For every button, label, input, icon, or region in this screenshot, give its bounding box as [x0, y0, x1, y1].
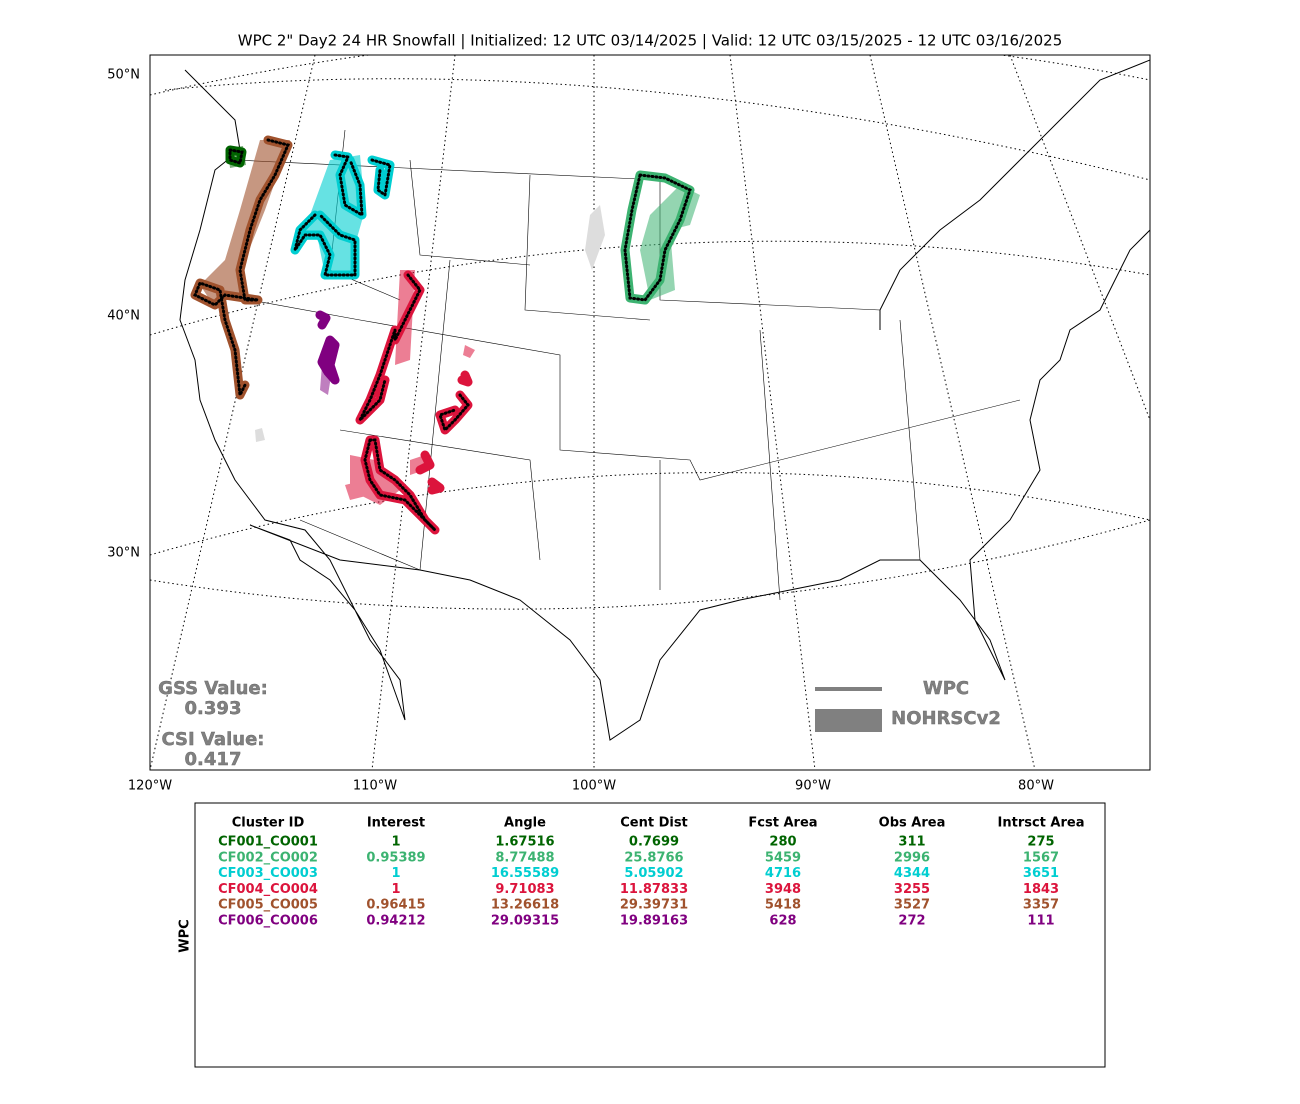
obs-area — [255, 428, 265, 442]
table-header: Cent Dist — [620, 816, 688, 831]
table-header: Angle — [504, 816, 546, 831]
graticule — [150, 519, 1150, 610]
map: 50°N 40°N 30°N 120°W 110°W 100°W 90°W 80°W GSS… — [107, 54, 1151, 794]
table-cell: 275 — [1027, 835, 1054, 850]
table-header: Intrsct Area — [998, 816, 1085, 831]
table-header: Cluster ID — [232, 816, 305, 831]
table-cell: CF006_CO006 — [218, 914, 318, 929]
lat-labels: 50°N 40°N 30°N — [107, 68, 140, 561]
table-cell: 111 — [1027, 914, 1054, 929]
table-cell: 29.39731 — [620, 898, 688, 913]
table-header: Interest — [367, 816, 425, 831]
graticule — [869, 55, 1036, 770]
table-frame — [194, 802, 1106, 1068]
graticule — [729, 55, 816, 770]
table-cell: 4344 — [894, 866, 930, 881]
table-cell: 3255 — [894, 882, 930, 897]
table-cell: 3948 — [765, 882, 801, 897]
lon-label: 90°W — [795, 779, 831, 794]
obs-area — [300, 155, 365, 275]
table-cell: 280 — [769, 835, 796, 850]
graticule — [371, 55, 456, 770]
table-cell: 1843 — [1023, 882, 1059, 897]
table-cell: 13.26618 — [491, 898, 559, 913]
table-cell: 19.89163 — [620, 914, 688, 929]
table-cell: 5459 — [765, 850, 801, 865]
coastline — [179, 59, 1150, 741]
lon-label: 110°W — [353, 779, 397, 794]
table-cell: CF004_CO004 — [218, 882, 318, 897]
legend-label: WPC — [923, 678, 969, 699]
table-cell: 1 — [391, 866, 400, 881]
table-cell: 0.95389 — [366, 850, 425, 865]
table-cell: 11.87833 — [620, 882, 688, 897]
table-cell: 4716 — [765, 866, 801, 881]
gss-value: 0.393 — [185, 698, 242, 719]
table-cell: 628 — [769, 914, 796, 929]
table-cell: 1 — [391, 835, 400, 850]
table-cell: 0.96415 — [366, 898, 425, 913]
table-cell: 25.8766 — [624, 850, 683, 865]
obs-area — [585, 205, 605, 270]
csi-value: 0.417 — [185, 749, 242, 770]
map-content — [150, 55, 1150, 770]
table-cell: CF001_CO001 — [218, 835, 318, 850]
table-header: Obs Area — [879, 816, 946, 831]
lon-label: 100°W — [572, 779, 616, 794]
table-cell: 272 — [898, 914, 925, 929]
wpc-contours — [190, 135, 695, 535]
table-header: Fcst Area — [748, 816, 817, 831]
title: WPC 2" Day2 24 HR Snowfall | Initialized… — [238, 32, 1063, 50]
graticule — [164, 78, 1150, 181]
map-frame — [149, 54, 1151, 771]
table-cell: 16.55589 — [491, 866, 559, 881]
legend-patch — [815, 709, 882, 732]
table-cell: 3527 — [894, 898, 930, 913]
table-cell: CF002_CO002 — [218, 850, 318, 865]
table-cell: 1 — [391, 882, 400, 897]
gss-label: GSS Value: — [158, 678, 268, 699]
table-cell: 29.09315 — [491, 914, 559, 929]
table-cell: CF003_CO003 — [218, 866, 318, 881]
table-cell: 2996 — [894, 850, 930, 865]
lat-label: 40°N — [107, 309, 140, 324]
lat-label: 30°N — [107, 546, 140, 561]
legend-label: NOHRSCv2 — [891, 708, 1001, 729]
table-cell: 0.94212 — [366, 914, 425, 929]
graticule — [150, 55, 316, 770]
table-cell: 1.67516 — [495, 835, 554, 850]
table-cell: 3357 — [1023, 898, 1059, 913]
table-cell: 0.7699 — [629, 835, 679, 850]
graticule — [150, 55, 1150, 96]
table-cell: 311 — [898, 835, 925, 850]
table-cell: 3651 — [1023, 866, 1059, 881]
table-cell: 5.05902 — [624, 866, 683, 881]
table-cell: 8.77488 — [495, 850, 554, 865]
lon-label: 120°W — [128, 779, 172, 794]
lon-label: 80°W — [1018, 779, 1054, 794]
table: Cluster ID Interest Angle Cent Dist Fcst Are… — [218, 816, 1084, 929]
table-cell: 1567 — [1023, 850, 1059, 865]
table-cell: CF005_CO005 — [218, 898, 318, 913]
table-cell: 5418 — [765, 898, 801, 913]
table-cell: 9.71083 — [495, 882, 554, 897]
csi-label: CSI Value: — [162, 729, 265, 750]
table-side-label: WPC — [178, 919, 193, 952]
lon-labels: 120°W 110°W 100°W 90°W 80°W — [128, 779, 1054, 794]
lat-label: 50°N — [107, 68, 140, 83]
